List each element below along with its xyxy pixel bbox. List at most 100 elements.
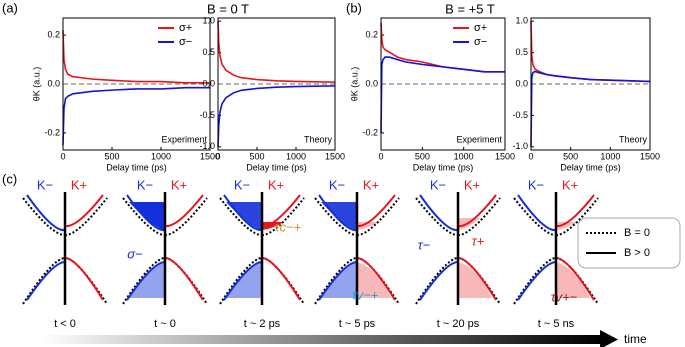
hole-fill [129,262,165,298]
panel-label: (c) [2,171,17,186]
band-left [126,194,166,301]
x-tick-label: 500 [104,151,119,161]
band-left [223,194,263,301]
x-tick-label: 1000 [600,151,620,161]
plot-frame [217,17,336,151]
electron-fill [262,222,284,230]
time-label: t ~ 20 ps [437,318,480,330]
x-tick-label: 1500 [640,151,660,161]
x-tick-label: 500 [249,151,264,161]
plot-frame [62,17,211,151]
series-line [62,30,210,84]
y-tick-label: 0.0 [202,78,215,88]
band-left [26,194,66,301]
process-label: τ− [418,237,431,252]
x-tick-label: 1500 [200,151,220,161]
y-tick-label: -1.0 [199,141,215,151]
time-label: time [624,332,647,346]
valley-label: K− [329,177,345,192]
y-axis-label: θK (a.u.) [349,67,359,102]
x-axis-label: Delay time (ps) [560,162,621,172]
y-tick-label: -0.2 [44,127,60,137]
hole-fill [321,262,357,298]
y-tick-label: 0.0 [47,78,60,88]
series-line [217,85,336,147]
band-diagram [415,192,501,305]
band-diagram [219,192,305,305]
valley-label: K− [430,177,446,192]
series-line [217,21,336,83]
valley-label: K− [137,177,153,192]
band-diagram [122,192,208,305]
y-tick-label: 0.0 [515,78,528,88]
hole-fill [556,262,590,298]
band-right [457,194,497,301]
band-right [164,194,204,301]
time-label: t ~ 2 ps [244,318,281,330]
annotation: Experiment [161,134,207,144]
y-tick-label: -0.5 [512,110,528,120]
hole-fill [357,262,391,298]
y-axis-label: θK (a.u.) [31,67,41,102]
band-diagram [22,192,108,305]
series-line [62,86,210,146]
process-label: τ+ [472,233,485,248]
annotation: Theory [619,134,648,144]
process-label: τv+− [551,289,578,304]
x-axis-label: Delay time (ps) [246,162,307,172]
x-tick-label: 500 [563,151,578,161]
x-tick-label: 1000 [151,151,171,161]
y-tick-label: 0.5 [515,47,528,57]
valley-label: K+ [268,177,284,192]
y-tick-label: -1.0 [512,141,528,151]
time-label: t ~ 5 ps [339,318,376,330]
x-tick-label: 0 [528,151,533,161]
legend-label: σ− [474,36,487,48]
y-tick-label: 0.2 [365,29,378,39]
electron-fill [458,218,480,230]
time-label: t ~ 0 [154,318,176,330]
band-right [261,194,301,301]
y-tick-label: 0.0 [365,78,378,88]
legend-label: σ+ [179,22,192,34]
hole-fill [226,262,262,298]
x-tick-label: 0 [378,151,383,161]
legend-box [577,217,681,269]
x-axis-label: Delay time (ps) [413,162,474,172]
time-arrow [40,335,600,344]
process-label: τc−+ [275,219,302,234]
band-right [356,194,396,301]
y-tick-label: 0.2 [47,29,60,39]
x-tick-label: 1000 [286,151,306,161]
band-diagram [314,192,400,305]
panel-title: B = 0 T [207,1,249,16]
electron-fill [357,222,379,230]
x-tick-label: 0 [215,151,220,161]
valley-label: K+ [171,177,187,192]
valley-label: K+ [464,177,480,192]
y-tick-label: 1.0 [515,16,528,26]
valley-label: K+ [363,177,379,192]
y-tick-label: 1.0 [202,16,215,26]
arrow-head [600,330,618,347]
electron-fill [556,222,578,230]
x-axis-label: Delay time (ps) [106,162,167,172]
valley-label: K− [528,177,544,192]
plot-frame [380,17,506,151]
panel-title: B = +5 T [445,1,495,16]
hole-fill [458,262,492,298]
valley-label: K+ [562,177,578,192]
time-label: t < 0 [54,318,76,330]
process-label: τv−+ [352,287,379,302]
valley-label: K− [37,177,53,192]
band-left [419,194,459,301]
valley-label: K+ [71,177,87,192]
band-right [555,194,595,301]
band-diagram [513,192,599,305]
band-right [64,194,104,301]
legend-text: B = 0 [624,227,650,239]
x-tick-label: 1000 [454,151,474,161]
plot-frame [530,17,651,151]
time-label: t ~ 5 ns [538,318,575,330]
band-left [517,194,557,301]
